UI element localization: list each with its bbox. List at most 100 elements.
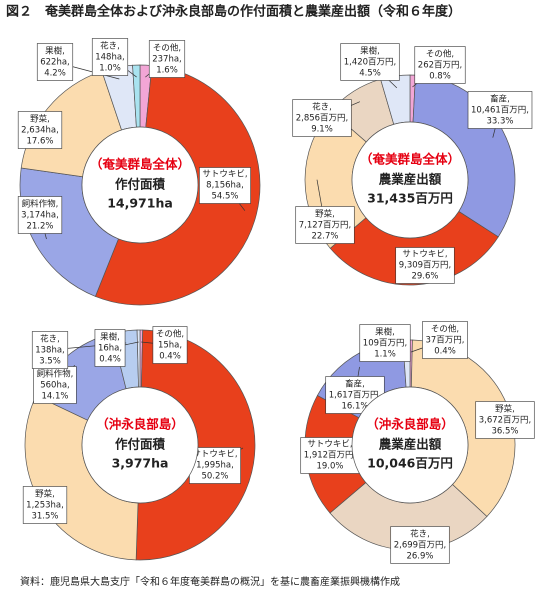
- slice-value: 1,912百万円,: [304, 451, 357, 461]
- slice-label: 花き,2,856百万円,9.1%: [292, 99, 352, 137]
- figure-title: 図２ 奄美群島全体および沖永良部島の作付面積と農業産出額（令和６年度）: [6, 4, 461, 20]
- slice-percent: 1.0%: [99, 64, 121, 74]
- center-total: 3,977ha: [112, 456, 169, 471]
- slice-value: 3,174ha,: [21, 211, 59, 221]
- slice-percent: 1.6%: [156, 66, 178, 76]
- label-box: [295, 206, 355, 244]
- slice-name: その他,: [431, 324, 459, 335]
- slice-name: 野菜,: [315, 209, 335, 220]
- slice-name: 花き,: [40, 334, 60, 345]
- slice-name: 花き,: [312, 102, 332, 113]
- slice-value: 560ha,: [40, 381, 70, 391]
- slice-name: サトウキビ,: [192, 450, 237, 460]
- slice-name: その他,: [426, 49, 454, 60]
- slice-name: 果樹,: [375, 327, 395, 338]
- label-box: [359, 324, 411, 362]
- slice-name: サトウキビ,: [202, 170, 247, 180]
- donut-chart: その他,37百万円,0.4% 野菜,3,672百万円,36.5% 花き,2,699百…: [300, 321, 535, 564]
- slice-percent: 4.5%: [359, 69, 381, 79]
- slice-label: 野菜,1,253ha,31.5%: [22, 486, 68, 524]
- slice-value: 7,127百万円,: [299, 221, 352, 231]
- slice-value: 8,156ha,: [206, 181, 244, 191]
- slice-label: 果樹,109百万円,1.1%: [359, 324, 411, 362]
- slice-name: 果樹,: [360, 46, 380, 57]
- slice-name: 飼料作物,: [37, 369, 74, 380]
- slice-label: サトウキビ,8,156ha,54.5%: [199, 167, 251, 204]
- slice-percent: 1.1%: [374, 350, 396, 360]
- center-total: 10,046百万円: [367, 456, 453, 471]
- center-subtitle: 作付面積: [115, 177, 166, 192]
- label-box: [189, 447, 241, 484]
- slice-percent: 14.1%: [41, 392, 68, 402]
- slice-value: 3,672百万円,: [479, 416, 532, 426]
- label-box: [390, 526, 450, 564]
- slice-label: 野菜,7,127百万円,22.7%: [295, 206, 355, 244]
- label-box: [148, 40, 186, 78]
- slice-label: 野菜,3,672百万円,36.5%: [475, 401, 535, 439]
- slice-value: 1,617百万円,: [329, 391, 382, 401]
- slice-label: サトウキビ,9,309百万円,29.6%: [395, 247, 455, 284]
- slice-percent: 50.2%: [201, 472, 228, 482]
- slice-percent: 4.2%: [44, 69, 66, 79]
- label-box: [22, 486, 68, 524]
- slice-percent: 0.4%: [99, 355, 121, 365]
- slice-name: 果樹,: [100, 332, 120, 343]
- slice-label: 果樹,622ha,4.2%: [36, 43, 74, 81]
- slice-percent: 3.5%: [39, 357, 61, 367]
- center-subtitle: 作付面積: [115, 437, 166, 452]
- slice-value: 2,699百万円,: [394, 541, 447, 551]
- slice-label: その他,15ha,0.4%: [152, 326, 188, 364]
- slice-name: サトウキビ,: [307, 440, 352, 450]
- slice-name: 花き,: [100, 41, 120, 52]
- donut-chart: その他,262百万円,0.8%畜産,10,461百万円,33.3%サトウキビ,9…: [292, 43, 533, 286]
- slice-percent: 29.6%: [411, 272, 438, 282]
- slice-label: 果樹,16ha,0.4%: [94, 329, 126, 367]
- slice-name: サトウキビ,: [402, 250, 447, 260]
- slice-label: 野菜,2,634ha,17.6%: [17, 111, 63, 149]
- slice-value: 2,634ha,: [21, 126, 59, 136]
- center-total: 14,971ha: [107, 196, 173, 211]
- donut-hole: [351, 121, 469, 239]
- label-box: [395, 247, 455, 284]
- center-title: （奄美群島全体）: [360, 152, 460, 167]
- slice-name: 果樹,: [45, 46, 65, 57]
- slice-name: 畜産,: [345, 379, 365, 390]
- slice-value: 138ha,: [35, 346, 65, 356]
- donut-chart: その他,15ha,0.4%サトウキビ,1,995ha,50.2%野菜,1,253…: [22, 326, 256, 561]
- donut-hole: [81, 386, 199, 504]
- label-box: [414, 46, 466, 84]
- slice-value: 1,253ha,: [26, 501, 64, 511]
- slice-label: 飼料作物,560ha,14.1%: [33, 366, 77, 404]
- slice-percent: 0.4%: [434, 347, 456, 357]
- label-box: [33, 366, 77, 404]
- slice-name: 飼料作物,: [22, 199, 59, 210]
- slice-percent: 17.6%: [26, 137, 53, 147]
- slice-percent: 33.3%: [486, 117, 513, 127]
- slice-value: 237ha,: [152, 55, 182, 65]
- donut-hole: [351, 386, 469, 504]
- center-subtitle: 農業産出額: [379, 437, 442, 452]
- slice-value: 148ha,: [95, 53, 125, 63]
- label-box: [467, 91, 533, 129]
- slice-name: 野菜,: [495, 404, 515, 415]
- slice-percent: 0.4%: [159, 352, 181, 362]
- slice-name: 野菜,: [30, 114, 50, 125]
- center-title: （沖永良部島）: [96, 417, 184, 432]
- slice-percent: 31.5%: [31, 512, 58, 522]
- slice-name: その他,: [156, 329, 184, 340]
- slice-label: 花き,148ha,1.0%: [91, 38, 129, 76]
- slice-percent: 0.8%: [429, 72, 451, 82]
- label-box: [300, 437, 360, 474]
- label-box: [94, 329, 126, 367]
- slice-value: 10,461百万円,: [471, 106, 529, 116]
- slice-label: サトウキビ,1,912百万円,19.0%: [300, 437, 360, 474]
- slice-percent: 19.0%: [316, 462, 343, 472]
- label-box: [199, 167, 251, 204]
- slice-label: その他,37百万円,0.4%: [422, 321, 468, 359]
- center-subtitle: 農業産出額: [379, 172, 442, 187]
- slice-value: 262百万円,: [418, 61, 462, 71]
- slice-value: 2,856百万円,: [296, 114, 349, 124]
- label-box: [475, 401, 535, 439]
- source-note: 資料：鹿児島県大島支庁「令和６年度奄美群島の概況」を基に農畜産業振興機構作成: [20, 575, 400, 588]
